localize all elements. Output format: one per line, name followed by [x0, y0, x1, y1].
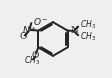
- Text: $CH_3$: $CH_3$: [80, 31, 96, 43]
- Text: $O^-$: $O^-$: [33, 16, 48, 27]
- Text: O: O: [32, 51, 39, 60]
- Text: O: O: [20, 32, 27, 41]
- Text: $N^+$: $N^+$: [22, 24, 37, 36]
- Text: N: N: [70, 26, 78, 35]
- Text: $CH_3$: $CH_3$: [80, 19, 96, 31]
- Text: $CH_3$: $CH_3$: [24, 55, 40, 67]
